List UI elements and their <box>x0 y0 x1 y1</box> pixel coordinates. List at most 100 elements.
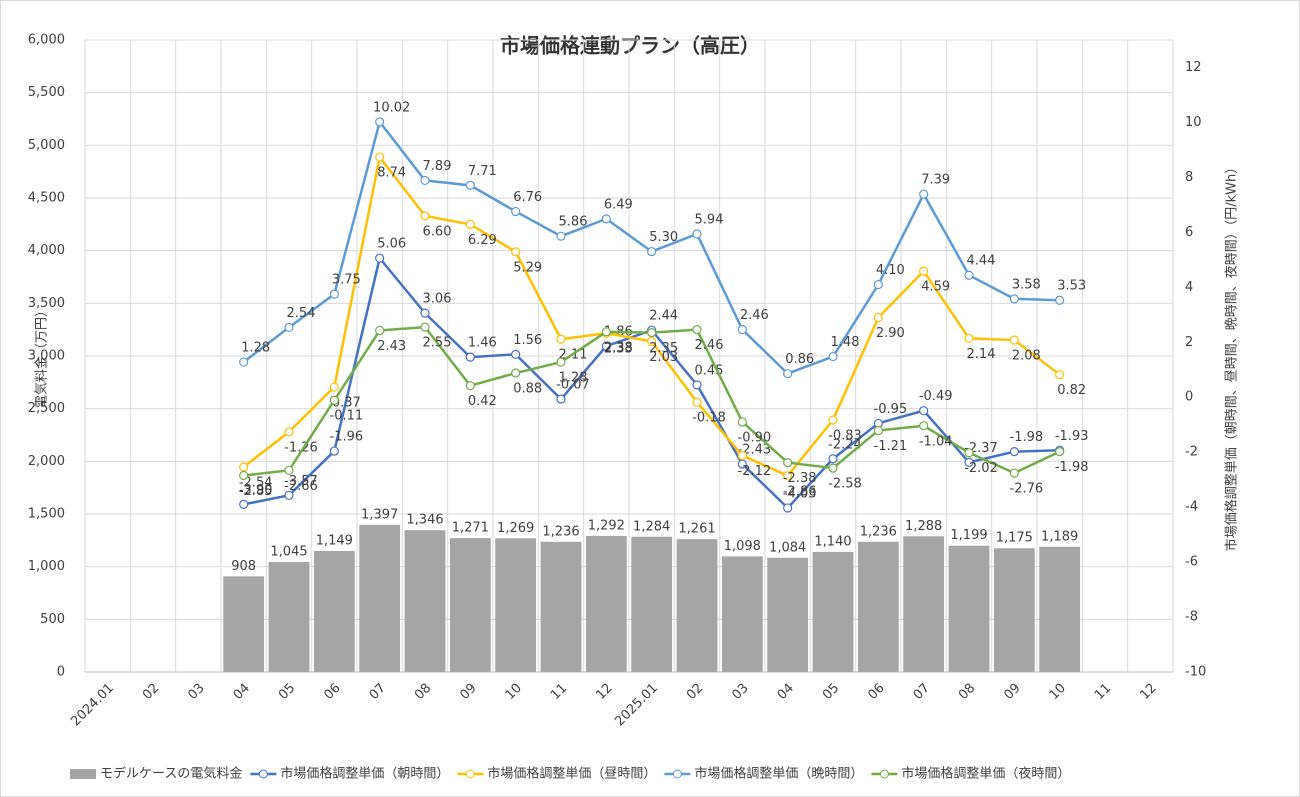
y-tick-label: 6,000 <box>28 33 65 48</box>
y2-tick-label: 0 <box>1185 390 1193 405</box>
series-marker <box>737 450 747 461</box>
point-value-label: 2.33 <box>604 342 633 357</box>
bar-value-label: 1,175 <box>996 531 1033 546</box>
series-marker <box>1009 294 1019 304</box>
y-axis-title: 電気料金（万円） <box>34 304 50 408</box>
series-marker <box>601 214 611 224</box>
series-marker <box>647 336 657 347</box>
series-marker <box>239 357 249 367</box>
bar-value-label: 1,140 <box>814 534 851 549</box>
series-marker <box>329 395 339 405</box>
point-value-label: 0.37 <box>332 396 361 411</box>
point-value-label: 5.30 <box>649 230 678 245</box>
bar-value-label: 1,271 <box>452 521 489 536</box>
series-marker <box>783 471 793 481</box>
bar-value-label: 1,236 <box>860 524 897 539</box>
point-value-label: -1.98 <box>1055 460 1089 475</box>
point-value-label: 6.49 <box>604 197 633 212</box>
series-marker <box>511 349 521 359</box>
point-value-label: 1.56 <box>513 333 542 348</box>
point-value-label: 6.60 <box>423 224 452 239</box>
series-marker <box>329 382 339 392</box>
bar <box>585 535 627 672</box>
point-value-label: -0.18 <box>692 411 726 426</box>
point-value-label: 7.39 <box>921 173 950 188</box>
series-marker <box>737 417 747 427</box>
series-marker <box>828 454 838 464</box>
point-value-label: -4.03 <box>783 486 817 501</box>
point-value-label: 4.59 <box>921 280 950 295</box>
legend-label: 市場価格調整単価（昼時間） <box>487 766 656 782</box>
series-marker <box>828 351 838 362</box>
point-value-label: 5.29 <box>513 260 542 275</box>
series-marker <box>828 415 838 425</box>
point-value-label: -3.90 <box>239 483 273 498</box>
series-marker <box>873 279 883 290</box>
bar-value-label: 1,261 <box>678 522 715 537</box>
series-marker <box>783 458 793 468</box>
y2-tick-label: -8 <box>1185 610 1198 625</box>
y-tick-label: 2,000 <box>28 454 65 469</box>
series-marker <box>964 448 974 458</box>
y-tick-label: 4,000 <box>28 243 65 258</box>
point-value-label: 5.94 <box>695 212 724 227</box>
series-marker <box>511 206 521 217</box>
series-marker <box>239 462 249 472</box>
series-marker <box>465 180 475 190</box>
series-marker <box>783 368 793 379</box>
series-marker <box>511 247 521 257</box>
bar <box>948 545 990 672</box>
y-tick-label: 0 <box>57 665 65 680</box>
y2-tick-label: 8 <box>1185 170 1193 185</box>
series-marker <box>375 325 385 336</box>
series-marker <box>239 499 249 509</box>
series-marker <box>964 457 974 467</box>
point-value-label: 10.02 <box>373 100 410 115</box>
legend-label: 市場価格調整単価（朝時間） <box>280 766 449 782</box>
series-marker <box>284 490 294 500</box>
point-value-label: 6.29 <box>468 233 497 248</box>
series-marker <box>828 463 838 473</box>
bar-value-label: 1,084 <box>769 540 806 555</box>
point-value-label: 5.86 <box>559 215 588 230</box>
bar-value-label: 1,045 <box>270 544 307 559</box>
point-value-label: -2.58 <box>828 477 862 492</box>
series-marker <box>375 152 385 162</box>
point-value-label: 2.90 <box>876 326 905 341</box>
point-value-label: -2.38 <box>783 471 817 486</box>
legend-swatch-marker <box>879 769 889 779</box>
series-marker <box>511 368 521 378</box>
bar-value-label: 1,269 <box>497 521 534 536</box>
point-value-label: 1.28 <box>559 371 588 386</box>
point-value-label: -3.57 <box>284 474 318 489</box>
series-marker <box>284 465 294 475</box>
point-value-label: 3.75 <box>332 273 361 288</box>
bar-value-label: 1,288 <box>905 519 942 534</box>
point-value-label: -2.76 <box>1010 482 1044 497</box>
series-marker <box>692 229 702 239</box>
point-value-label: 4.44 <box>967 254 996 269</box>
bar <box>495 538 537 672</box>
point-value-label: -1.98 <box>1010 430 1044 445</box>
point-value-label: 2.44 <box>649 309 678 324</box>
y2-tick-label: 12 <box>1185 60 1202 75</box>
bar <box>1039 546 1081 672</box>
bar <box>903 536 945 672</box>
series-marker <box>647 246 657 257</box>
series-marker <box>1009 335 1019 345</box>
legend-swatch <box>70 769 96 779</box>
point-value-label: 8.74 <box>377 166 406 181</box>
point-value-label: 5.06 <box>377 237 406 252</box>
point-value-label: -2.12 <box>738 464 772 479</box>
legend-label: 市場価格調整単価（晩時間） <box>694 766 863 782</box>
bar-value-label: 908 <box>231 559 256 574</box>
series-marker <box>601 327 611 337</box>
point-value-label: 2.03 <box>649 350 678 365</box>
series-marker <box>556 334 566 344</box>
point-value-label: 2.46 <box>695 338 724 353</box>
series-marker <box>375 253 385 263</box>
chart-title: 市場価格連動プラン（高圧） <box>500 34 760 58</box>
legend-label: モデルケースの電気料金 <box>100 766 242 782</box>
point-value-label: -2.24 <box>828 437 862 452</box>
point-value-label: 2.35 <box>649 341 678 356</box>
